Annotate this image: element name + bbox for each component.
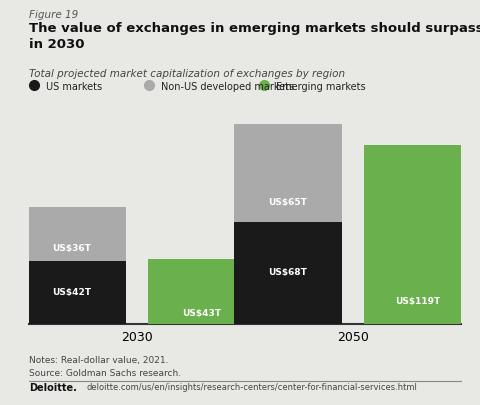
- Text: US$42T: US$42T: [52, 288, 92, 297]
- Text: US$43T: US$43T: [182, 309, 221, 318]
- Text: Source: Goldman Sachs research.: Source: Goldman Sachs research.: [29, 369, 181, 377]
- Bar: [234, 124, 342, 222]
- Text: US$65T: US$65T: [269, 198, 307, 207]
- Bar: [148, 259, 255, 324]
- Text: deloitte.com/us/en/insights/research-centers/center-for-financial-services.html: deloitte.com/us/en/insights/research-cen…: [86, 383, 417, 392]
- Text: Notes: Real-dollar value, 2021.: Notes: Real-dollar value, 2021.: [29, 356, 168, 365]
- Text: US markets: US markets: [46, 82, 102, 92]
- Text: US$68T: US$68T: [269, 269, 307, 277]
- Text: Emerging markets: Emerging markets: [276, 82, 366, 92]
- Text: Non-US developed markets: Non-US developed markets: [161, 82, 294, 92]
- Text: The value of exchanges in emerging markets should surpass US exchanges
in 2030: The value of exchanges in emerging marke…: [29, 22, 480, 51]
- Text: Deloitte.: Deloitte.: [29, 383, 77, 393]
- Bar: [18, 261, 126, 324]
- Bar: [234, 222, 342, 324]
- Text: Figure 19: Figure 19: [29, 10, 78, 20]
- Bar: [364, 145, 471, 324]
- Text: US$119T: US$119T: [395, 297, 440, 306]
- Bar: [18, 207, 126, 261]
- Text: Total projected market capitalization of exchanges by region: Total projected market capitalization of…: [29, 69, 345, 79]
- Text: US$36T: US$36T: [53, 244, 91, 253]
